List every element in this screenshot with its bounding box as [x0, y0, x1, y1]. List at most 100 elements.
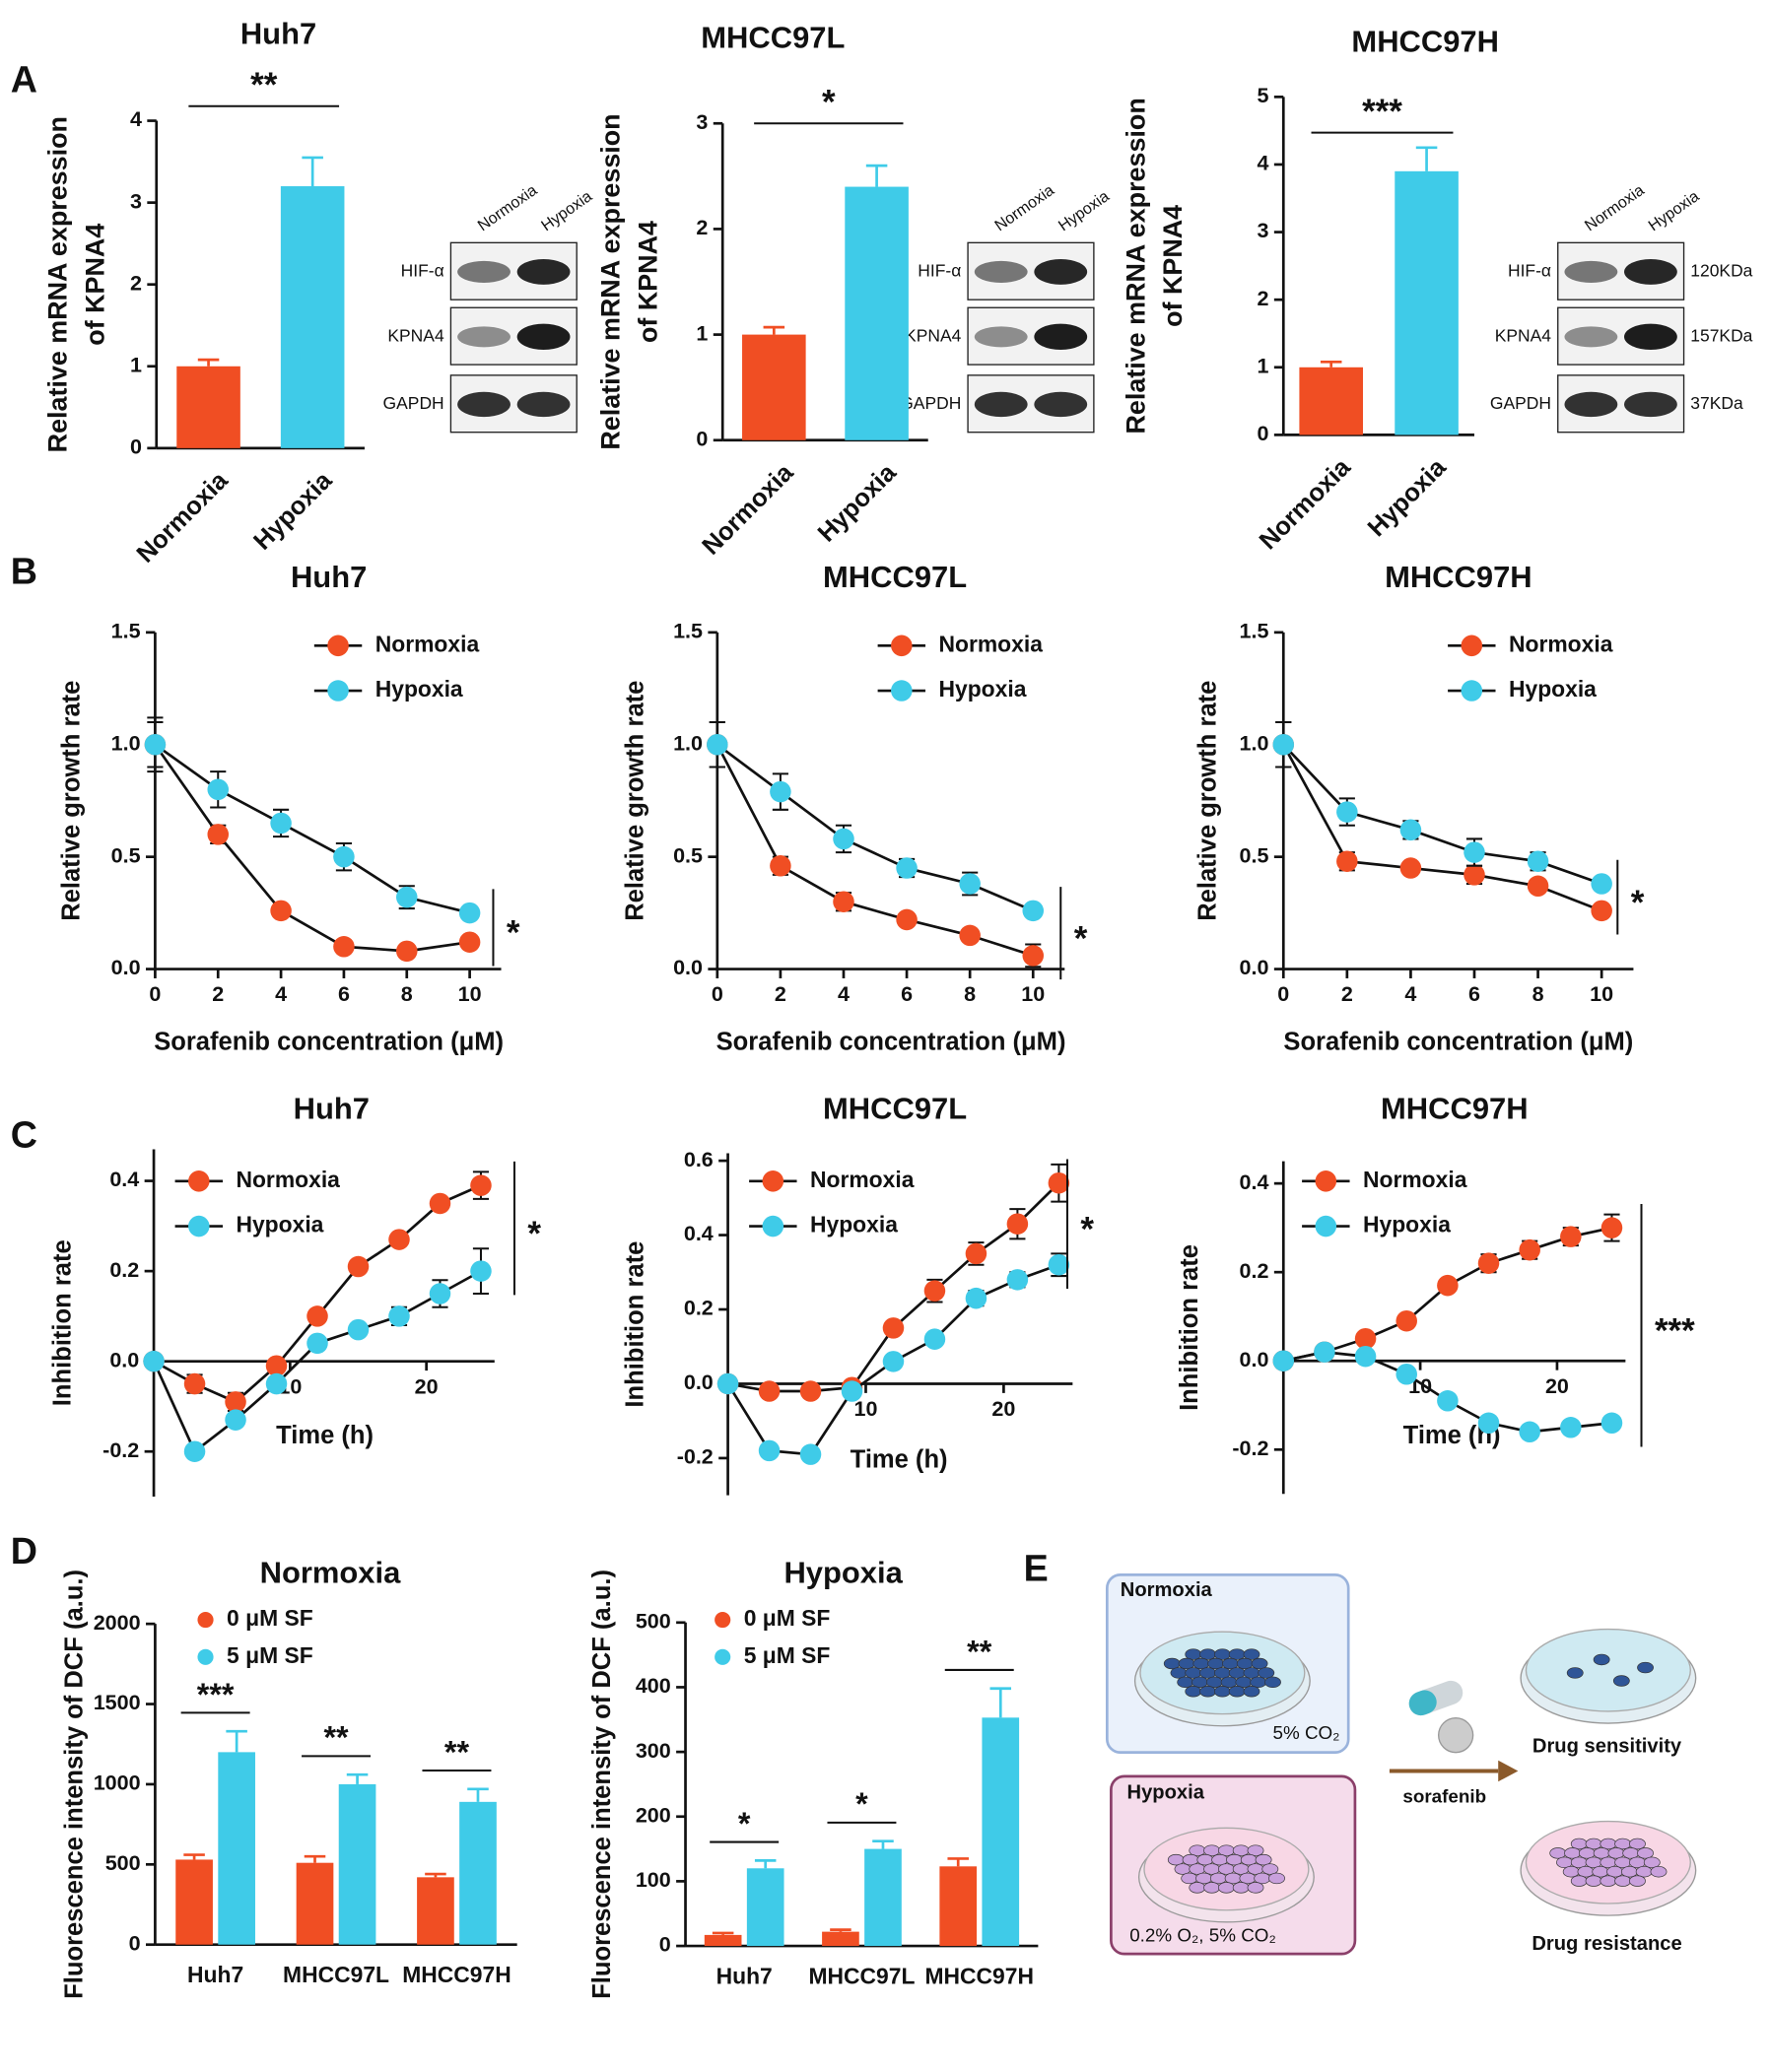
legend-label: Normoxia [375, 631, 480, 656]
band [516, 323, 571, 351]
y-tick-label: 2 [130, 271, 142, 295]
legend-label: 0 μM SF [744, 1605, 831, 1631]
x-axis-label: Sorafenib concentration (μM) [716, 1029, 1066, 1056]
y-tick-label: 0.0 [111, 956, 141, 979]
size-label: 120KDa [1690, 261, 1752, 281]
y-tick-label: 3 [1258, 219, 1269, 242]
legend-marker [188, 1170, 210, 1192]
legend-marker [327, 635, 349, 657]
x-tick-label: 2 [212, 982, 224, 1006]
cell [1247, 1882, 1264, 1894]
point [882, 1351, 905, 1372]
x-tick-label: Huh7 [187, 1962, 243, 1987]
legend-marker [762, 1215, 784, 1237]
point [144, 733, 167, 756]
band [457, 260, 511, 283]
point [1336, 850, 1358, 872]
y-axis-label: Relative growth rate [1194, 681, 1222, 921]
y-tick-label: 1000 [94, 1771, 141, 1795]
point [429, 1283, 451, 1304]
y-tick-label: 0.2 [1240, 1259, 1269, 1283]
point [347, 1318, 370, 1341]
y-tick-label: 0 [130, 435, 142, 459]
point [1336, 801, 1358, 823]
series-line [1282, 744, 1602, 912]
band [974, 326, 1028, 348]
y-axis-label: Inhibition rate [1176, 1244, 1203, 1411]
y-tick-label: 1.5 [1240, 620, 1269, 643]
point [923, 1328, 946, 1350]
y-tick-label: 5 [1258, 84, 1269, 107]
point [388, 1229, 410, 1250]
y-tick-label: 1500 [94, 1691, 141, 1714]
x-tick-label: 20 [1545, 1374, 1569, 1398]
y-axis-label: Fluorescence intensity of DCF (a.u.) [588, 1570, 616, 1999]
band [1624, 323, 1677, 351]
y-tick-label: 500 [105, 1851, 141, 1875]
y-tick-label: 0.5 [673, 843, 703, 867]
significance-label: * [507, 914, 520, 953]
band [1564, 260, 1618, 283]
point [347, 1255, 370, 1278]
y-tick-label: 0.0 [1240, 956, 1269, 979]
x-tick-label: MHCC97L [283, 1962, 389, 1987]
significance-label: * [822, 84, 836, 122]
x-tick-label: 0 [149, 982, 161, 1006]
cell [1612, 1675, 1630, 1687]
y-tick-label: 0.2 [109, 1258, 139, 1282]
cell [1255, 1853, 1272, 1866]
bar [280, 186, 345, 448]
band [974, 260, 1028, 283]
panel-letter: C [11, 1113, 37, 1155]
y-tick-label: 0.4 [1240, 1170, 1269, 1194]
x-tick-label: 10 [1590, 982, 1613, 1006]
x-tick-label: MHCC97H [402, 1962, 511, 1987]
x-tick-label: 0 [1277, 982, 1289, 1006]
x-tick-label: 8 [964, 982, 976, 1006]
outcome-label: Drug resistance [1532, 1933, 1681, 1955]
y-tick-label: 300 [636, 1739, 671, 1763]
cell [1650, 1866, 1668, 1878]
x-tick-label: 10 [854, 1397, 878, 1421]
lane-label: Hypoxia [538, 187, 595, 234]
point [1591, 873, 1612, 895]
bar [296, 1862, 334, 1945]
point [1437, 1274, 1459, 1297]
size-label: 157KDa [1690, 325, 1752, 345]
x-tick-label: Normoxia [132, 466, 235, 568]
point [1477, 1412, 1500, 1435]
y-tick-label: 0 [659, 1933, 671, 1957]
condition-text: 5% CO₂ [1273, 1722, 1340, 1743]
bar [982, 1717, 1020, 1947]
cell [1629, 1838, 1646, 1850]
y-tick-label: 0.0 [109, 1348, 139, 1371]
point [1437, 1389, 1459, 1412]
bar [746, 1868, 784, 1947]
point [799, 1443, 822, 1465]
drug-label: sorafenib [1402, 1785, 1486, 1806]
point [306, 1305, 328, 1327]
legend-label: Hypoxia [375, 676, 463, 702]
point [183, 1372, 206, 1395]
point [207, 778, 230, 801]
legend-label: Hypoxia [1509, 676, 1597, 702]
significance-label: ** [250, 66, 278, 104]
y-tick-label: 0 [696, 427, 708, 450]
significance-label: * [855, 1786, 868, 1822]
point [1399, 857, 1422, 879]
y-tick-label: 1.0 [1240, 731, 1269, 755]
lane-label: Hypoxia [1645, 187, 1702, 234]
cell [1213, 1686, 1231, 1698]
y-tick-label: 2 [696, 216, 708, 239]
legend-label: Normoxia [938, 631, 1043, 656]
lane-label: Normoxia [991, 181, 1057, 234]
point [1527, 875, 1549, 898]
arrow-head [1498, 1760, 1519, 1782]
point [396, 886, 418, 908]
y-tick-label: 0 [129, 1931, 141, 1955]
band [1034, 323, 1088, 351]
x-tick-label: 8 [401, 982, 413, 1006]
point [1464, 864, 1485, 886]
legend-label: Normoxia [1509, 631, 1613, 656]
band [516, 259, 571, 285]
